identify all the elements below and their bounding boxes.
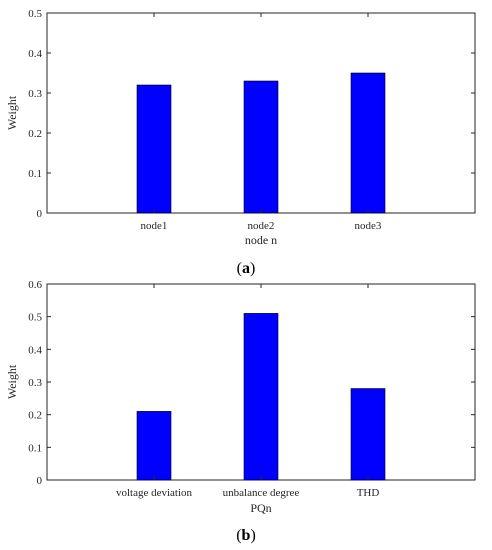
chart-a-y-tick-label: 0.5: [28, 8, 42, 20]
chart-a-panel-label: (a): [237, 260, 256, 277]
chart-b-y-tick-label: 0.5: [28, 312, 42, 324]
chart-b-x-axis-label: PQn: [250, 501, 271, 515]
chart-b-y-tick-label: 0.3: [28, 377, 42, 389]
chart-a-y-ticks: 0 0.1 0.2 0.3 0.4 0.5: [28, 8, 475, 220]
chart-a-y-tick-label: 0: [37, 208, 43, 220]
chart-a-bar-3: [350, 72, 386, 214]
chart-b-x-tick-label: THD: [357, 487, 380, 499]
chart-b-y-tick-label: 0: [37, 475, 43, 487]
chart-a: 00.10.20.30.40.5 node1 node2 node3 node n …: [5, 8, 476, 277]
chart-b-y-axis-label: Weight: [5, 364, 19, 399]
chart-b-y-tick-label: 0.4: [28, 344, 42, 356]
chart-a-y-tick-label: 0.4: [28, 48, 42, 60]
chart-b-bar-2: [243, 313, 279, 481]
chart-b-bar-1: [136, 411, 172, 481]
chart-a-y-axis-label: Weight: [5, 95, 19, 130]
chart-a-x-axis-label: node n: [245, 233, 277, 247]
chart-b-panel-label: (b): [236, 527, 256, 544]
chart-a-y-tick-label: 0.2: [28, 128, 42, 140]
chart-a-y-tick-label: 0.1: [28, 168, 42, 180]
chart-b-x-ticks: voltage deviation unbalance degree THD: [116, 284, 379, 499]
chart-a-bar-2: [243, 80, 279, 214]
chart-b-x-tick-label: unbalance degree: [223, 487, 300, 499]
chart-b: 0 0.1 0.2 0.3 0.4 0.5 0.6 voltage deviation unb…: [5, 279, 476, 544]
chart-b-y-ticks: 0 0.1 0.2 0.3 0.4 0.5 0.6: [28, 279, 475, 487]
chart-a-x-tick-label: node1: [141, 220, 168, 232]
chart-b-x-tick-label: voltage deviation: [116, 487, 193, 499]
chart-a-x-ticks: node1 node2 node3: [141, 13, 382, 232]
chart-b-bars: [136, 313, 386, 481]
chart-b-y-tick-label: 0.6: [28, 279, 42, 291]
chart-a-bar-1: [136, 84, 172, 214]
chart-b-y-tick-label: 0.2: [28, 410, 42, 422]
chart-a-x-tick-label: node2: [248, 220, 275, 232]
chart-a-y-tick-label: 0.3: [28, 88, 42, 100]
chart-b-y-tick-label: 0.1: [28, 442, 42, 454]
chart-a-x-tick-label: node3: [355, 220, 382, 232]
chart-b-bar-3: [350, 388, 386, 481]
